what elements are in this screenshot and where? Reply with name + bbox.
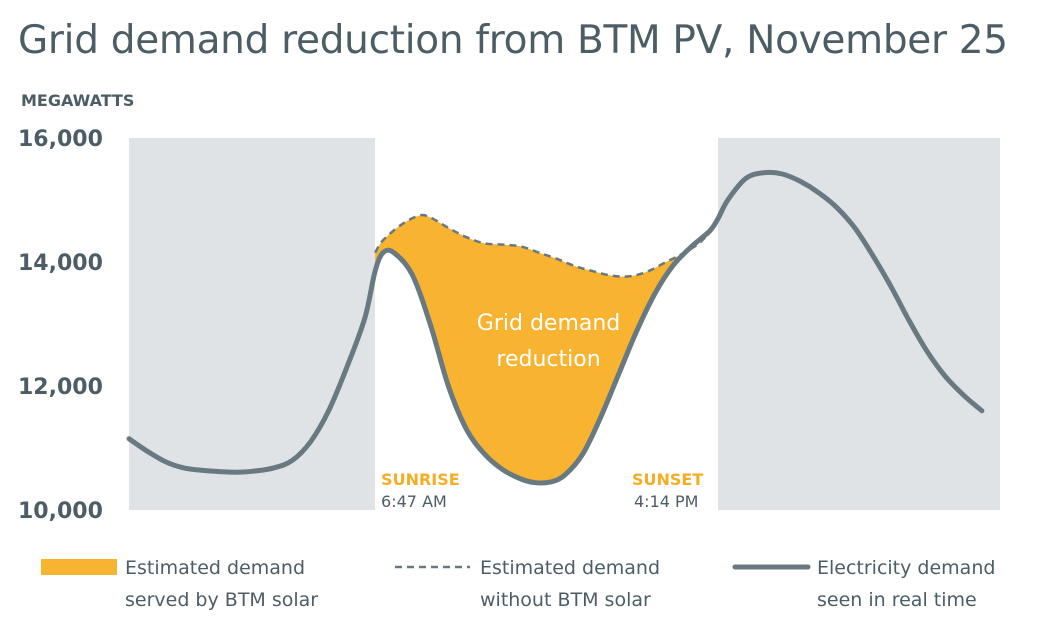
legend-label-realtime-line-1: Electricity demand [817,557,995,579]
night-shading [129,138,1000,510]
area-label-group: Grid demand reduction [477,311,620,372]
chart-title: Grid demand reduction from BTM PV, Novem… [18,18,1008,63]
y-tick-label: 14,000 [18,251,103,276]
sunrise-label: SUNRISE [381,470,460,489]
sunset-label: SUNSET [632,470,703,489]
sunset-time: 4:14 PM [634,492,698,511]
area-label-line-1: Grid demand [477,311,620,336]
area-label-line-2: reduction [496,347,600,372]
night-shade-1 [718,138,1000,510]
legend-label-realtime-line-2: seen in real time [817,589,977,611]
legend-label-estimated-line-1: Estimated demand [480,557,660,579]
annotations: SUNRISE 6:47 AM SUNSET 4:14 PM [381,470,703,511]
y-axis: 10,000 12,000 14,000 16,000 [18,127,103,524]
legend-label-solar-line-1: Estimated demand [125,557,305,579]
legend: Estimated demand served by BTM solar Est… [41,557,995,611]
legend-label-solar-line-2: served by BTM solar [125,589,318,611]
legend-label-estimated-line-2: without BTM solar [480,589,651,611]
series-line-realtime-demand [126,169,985,486]
legend-swatch-solar-fill [41,559,117,575]
y-axis-units-label: MEGAWATTS [21,91,135,110]
series-line-estimated-demand [374,213,720,278]
series-lines [126,169,985,486]
night-shade-0 [129,138,376,510]
y-tick-label: 16,000 [18,127,103,152]
y-tick-label: 10,000 [18,499,103,524]
y-tick-label: 12,000 [18,375,103,400]
sunrise-time: 6:47 AM [381,492,447,511]
